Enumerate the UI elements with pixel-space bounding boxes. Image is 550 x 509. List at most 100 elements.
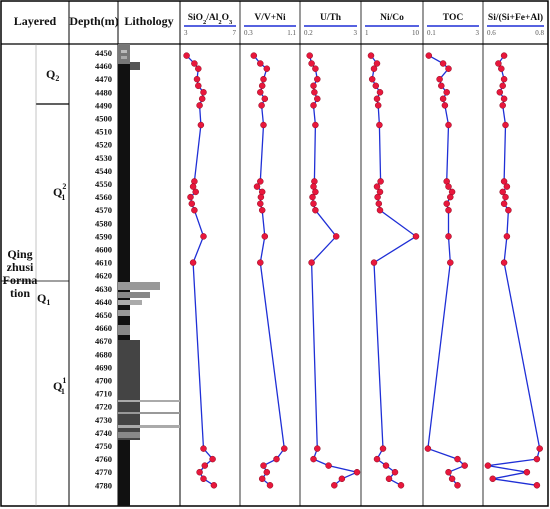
data-point [189,183,197,190]
depth-label: 4530 [95,153,112,163]
data-point [500,52,508,59]
data-point [533,455,541,463]
data-point [195,65,202,72]
data-point [376,89,384,96]
data-point [306,52,313,59]
tick-label-min: 3 [184,29,188,37]
series-line [253,55,285,486]
data-point [192,188,199,196]
panel-5: Si/(Si+Fe+Al) 0.6 0.8 [484,12,545,489]
data-point [376,206,384,214]
header-depth: Depth(m) [69,14,118,28]
data-point [281,445,288,452]
tick-label-min: 1 [365,29,369,37]
data-point [183,52,190,59]
data-point [461,462,468,469]
tick-label-max: 7 [233,29,237,37]
data-point [370,65,378,72]
data-point [368,75,376,83]
tick-label-min: 0.6 [487,29,496,37]
data-point [500,75,508,83]
depth-label: 4700 [95,376,112,386]
data-point [257,193,265,201]
data-point [250,52,258,59]
data-point [210,482,218,489]
data-point [197,121,205,129]
data-point [195,82,202,90]
formation-line-2: zhusi [7,260,34,274]
data-point [209,455,216,463]
data-point [196,102,203,109]
tick-label-max: 1.1 [287,29,296,37]
data-point [353,468,361,476]
data-point [436,75,443,83]
depth-label: 4770 [95,467,112,477]
data-point [448,475,456,483]
panel-title: TOC [443,13,464,23]
depth-label: 4570 [95,205,112,215]
data-point [308,60,315,67]
header-layered: Layered [14,14,57,28]
data-point [505,206,512,214]
depth-label: 4520 [95,140,112,150]
panel-2: U/Th 0.2 3 [304,13,361,489]
data-point [438,82,445,90]
data-point [447,259,454,266]
data-point [310,455,317,463]
data-point [503,183,511,190]
submember-q1-2-label: Q2 1 [53,182,66,202]
panel-title: Ni/Co [380,13,404,23]
data-point [502,121,509,129]
data-point [533,482,541,489]
data-point [257,89,264,96]
data-point [188,200,196,207]
data-point [258,475,266,483]
data-point [496,89,504,96]
data-point [489,475,496,483]
data-point [397,482,405,489]
series-line [487,55,541,486]
data-point [311,89,318,96]
data-point [376,188,384,196]
data-point [379,445,387,452]
depth-label: 4750 [95,441,112,451]
data-point [312,188,319,196]
data-point [314,445,321,452]
depth-label: 4610 [95,258,112,268]
data-point [425,52,433,59]
data-point [454,482,461,489]
data-point [382,462,390,469]
depth-label: 4470 [95,74,112,84]
data-point [200,89,207,96]
data-point [385,475,393,483]
panel-title: Si/(Si+Fe+Al) [488,12,543,23]
depth-label: 4580 [95,218,112,228]
data-point [308,259,315,266]
data-point [257,200,264,207]
data-point [374,193,381,201]
data-point [445,206,452,214]
tick-label-max: 3 [476,29,480,37]
data-point [441,102,449,109]
depth-label: 4660 [95,323,112,333]
formation-label: Qing zhusi Forma tion [3,247,38,300]
data-point [196,468,203,476]
data-point [484,462,492,469]
panel-title: U/Th [320,13,342,23]
depth-label: 4510 [95,127,112,137]
depth-label: 4550 [95,179,112,189]
data-point [499,82,506,90]
data-point [377,178,384,185]
data-point [445,468,452,476]
data-point [500,95,508,103]
data-point [263,468,271,476]
data-point [367,52,375,59]
data-point [495,60,502,67]
tick-label-max: 10 [412,29,420,37]
depth-label: 4650 [95,310,112,320]
data-point [443,200,450,207]
data-point [191,60,198,67]
data-point [500,259,508,266]
